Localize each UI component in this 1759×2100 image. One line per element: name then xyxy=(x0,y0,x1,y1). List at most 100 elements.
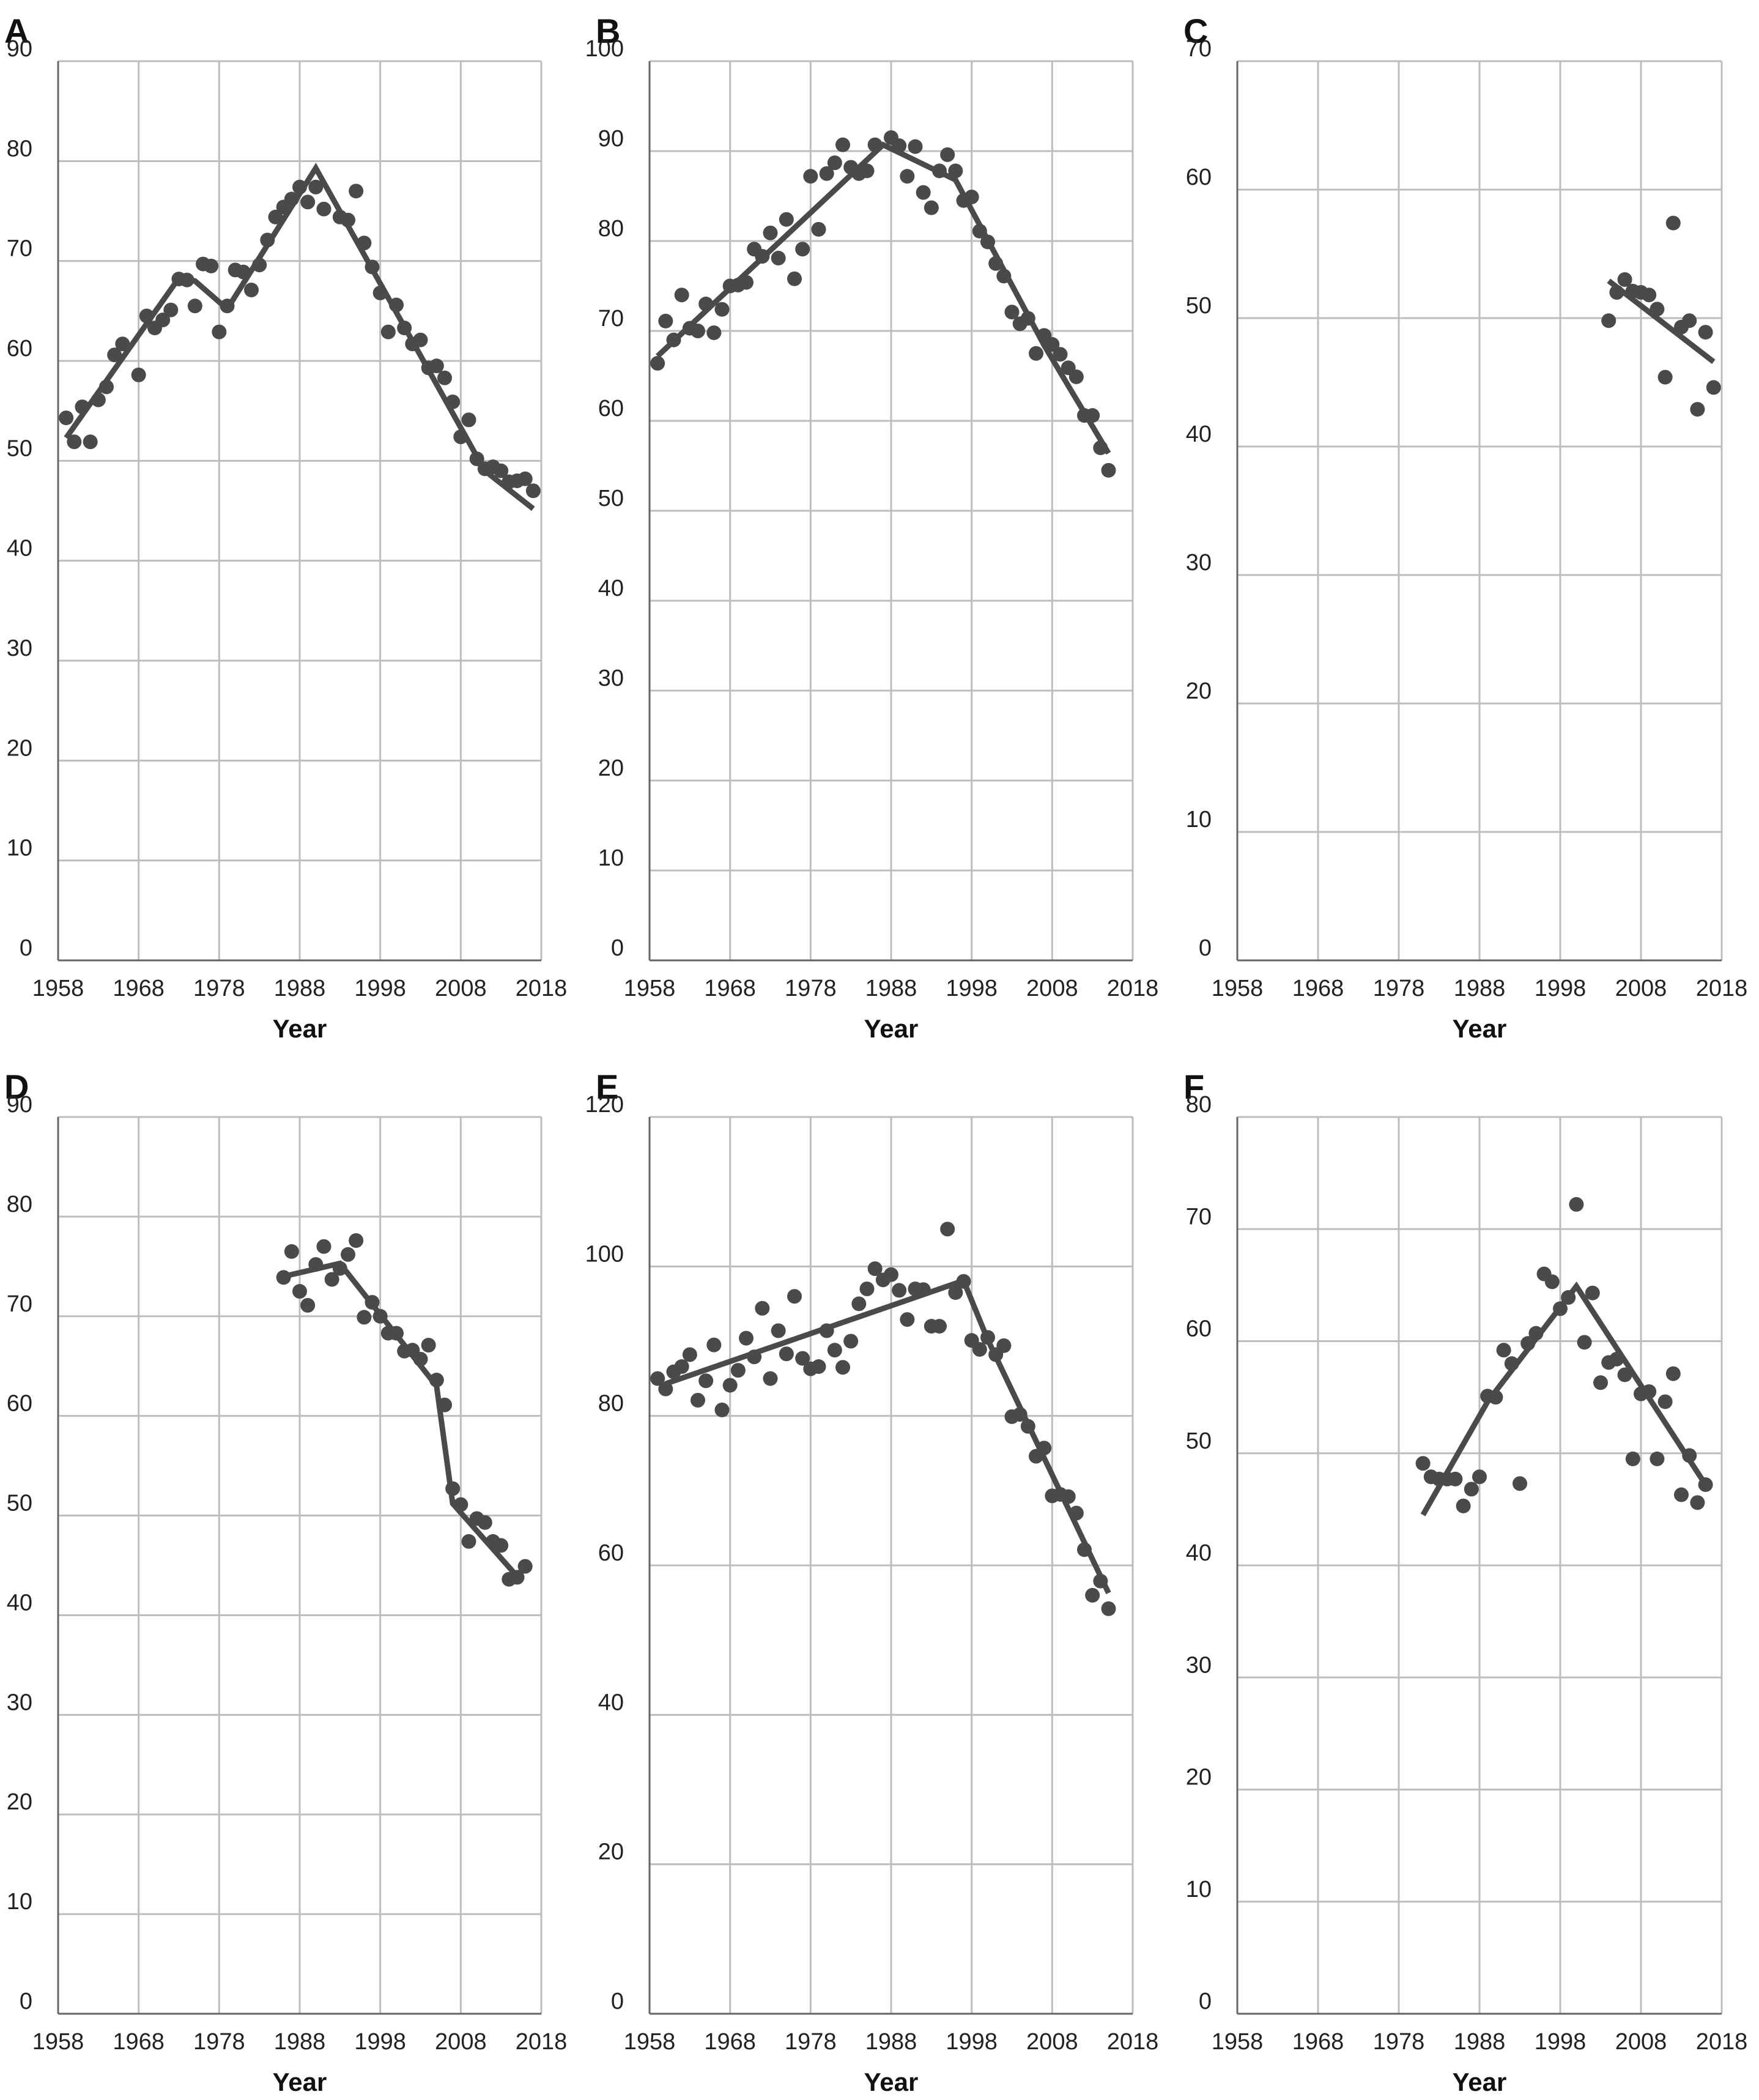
panel-label: E xyxy=(596,1067,618,1106)
y-tick-label: 50 xyxy=(598,486,624,511)
x-tick-label: 2018 xyxy=(1696,2029,1748,2055)
data-point xyxy=(1617,272,1632,287)
data-point xyxy=(682,1347,697,1362)
data-point xyxy=(308,179,324,195)
y-tick-label: 60 xyxy=(7,1391,32,1417)
data-point xyxy=(324,1272,339,1287)
x-tick-label: 1998 xyxy=(946,976,998,1001)
data-point xyxy=(691,324,705,338)
data-point xyxy=(730,1363,746,1378)
y-tick-label: 50 xyxy=(7,436,32,461)
y-tick-label: 80 xyxy=(1186,1092,1212,1118)
data-point xyxy=(763,1371,778,1386)
data-point xyxy=(972,1341,987,1357)
y-tick-label: 70 xyxy=(1186,1204,1212,1230)
data-point xyxy=(163,302,179,317)
data-point xyxy=(1068,369,1084,384)
panel-label: B xyxy=(596,12,620,50)
data-point xyxy=(469,451,484,467)
y-tick-label: 90 xyxy=(7,36,32,62)
data-point xyxy=(437,1397,452,1412)
y-tick-label: 0 xyxy=(611,1989,624,2014)
data-point xyxy=(666,332,681,347)
x-tick-label: 2018 xyxy=(516,2029,568,2055)
x-axis-label: Year xyxy=(273,2068,327,2096)
x-tick-label: 2018 xyxy=(516,976,568,1001)
data-point xyxy=(1698,325,1713,340)
data-point xyxy=(755,248,770,264)
panel-F: F 0 10 20 30 40 50 60 70 80 1958 1968 1978 1988 1998 20… xyxy=(1183,1067,1747,2096)
data-point xyxy=(1690,1495,1705,1510)
data-point xyxy=(1609,285,1624,300)
data-point xyxy=(714,1402,730,1417)
data-point xyxy=(940,147,955,162)
data-point xyxy=(1085,1587,1100,1603)
y-tick-label: 0 xyxy=(1199,1989,1212,2014)
data-point xyxy=(155,313,171,328)
x-tick-label: 1988 xyxy=(1454,976,1506,1001)
data-point xyxy=(1553,1301,1568,1316)
x-tick-label: 2018 xyxy=(1696,976,1748,1001)
panel-A: A 0 10 20 30 40 50 60 70 80 90 1958 1968 1978 1988 1998… xyxy=(4,12,567,1043)
data-point xyxy=(445,394,461,409)
y-tick-label: 40 xyxy=(7,536,32,562)
panel-D: D 0 10 20 30 40 50 60 70 80 90 1958 1968 1978 1988 1998… xyxy=(4,1067,567,2096)
data-point xyxy=(91,392,106,407)
y-tick-label: 40 xyxy=(1186,1540,1212,1566)
y-tick-label: 70 xyxy=(7,1291,32,1317)
y-tick-label: 0 xyxy=(20,1989,32,2014)
data-point xyxy=(453,429,468,445)
data-point xyxy=(107,347,122,363)
x-tick-label: 1968 xyxy=(1292,976,1344,1001)
data-point xyxy=(372,1308,388,1324)
data-point xyxy=(867,137,883,152)
data-point xyxy=(461,1534,476,1549)
data-point xyxy=(1609,1351,1624,1367)
data-point xyxy=(1472,1469,1487,1485)
panel-B: B 0 10 20 30 40 50 60 70 80 90 100 1958 1968 1978 1988 1… xyxy=(585,12,1159,1043)
y-tick-label: 40 xyxy=(598,576,624,601)
data-point xyxy=(357,1310,372,1325)
data-point xyxy=(843,1334,859,1349)
data-point xyxy=(1061,1489,1076,1504)
data-point xyxy=(1093,1573,1108,1589)
data-point xyxy=(341,212,355,228)
x-tick-label: 1978 xyxy=(1373,2029,1425,2055)
x-axis-label: Year xyxy=(864,1014,919,1043)
data-point xyxy=(658,1381,673,1397)
x-tick-label: 1968 xyxy=(1292,2029,1344,2055)
data-point xyxy=(252,258,267,273)
data-point xyxy=(292,179,307,195)
y-tick-label: 80 xyxy=(7,136,32,161)
y-tick-label: 0 xyxy=(611,935,624,961)
x-tick-label: 1958 xyxy=(1212,976,1264,1001)
y-tick-label: 20 xyxy=(1186,678,1212,704)
data-point xyxy=(1650,1451,1665,1466)
data-point xyxy=(1674,1487,1689,1502)
x-axis-label: Year xyxy=(1453,2068,1507,2096)
data-point xyxy=(658,313,673,328)
data-point xyxy=(859,163,875,179)
x-tick-label: 2018 xyxy=(1107,976,1159,1001)
y-tick-label: 0 xyxy=(1199,935,1212,961)
data-point xyxy=(308,1257,324,1272)
x-tick-label: 1968 xyxy=(704,976,756,1001)
data-point xyxy=(892,1283,907,1298)
data-point xyxy=(819,1323,834,1338)
data-point xyxy=(1544,1274,1560,1289)
data-point xyxy=(115,336,130,352)
data-point xyxy=(1464,1482,1479,1497)
data-point xyxy=(517,471,533,486)
data-point xyxy=(131,367,146,382)
data-point xyxy=(1053,347,1068,362)
data-point xyxy=(332,1261,347,1276)
x-tick-label: 1978 xyxy=(1373,976,1425,1001)
x-tick-label: 2008 xyxy=(435,2029,487,2055)
data-point xyxy=(779,1346,794,1362)
trend-line xyxy=(656,141,1111,455)
y-tick-label: 90 xyxy=(598,126,624,152)
data-point xyxy=(706,1337,722,1352)
data-point xyxy=(1577,1335,1592,1350)
y-tick-label: 40 xyxy=(1186,421,1212,447)
data-point xyxy=(300,195,316,210)
